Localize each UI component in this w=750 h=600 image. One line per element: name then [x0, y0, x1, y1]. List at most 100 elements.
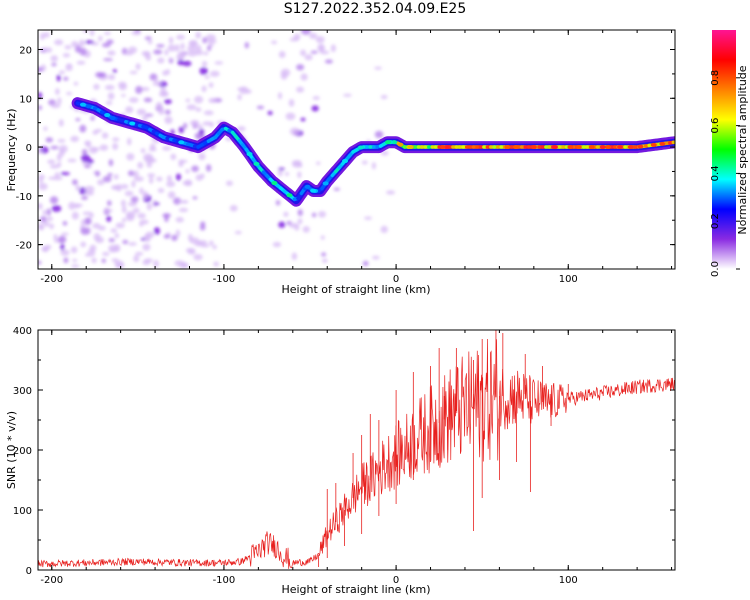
ridge-knot [129, 121, 136, 126]
noise-blob [237, 126, 246, 132]
spectrogram-noise [38, 30, 396, 269]
noise-blob [207, 39, 217, 44]
ridge-knot [637, 144, 644, 149]
noise-blob [49, 223, 55, 230]
colorbar-label: Normalized spectral amplitude [736, 65, 749, 234]
noise-blob [192, 196, 198, 200]
noise-blob [102, 175, 112, 183]
noise-blob [271, 40, 278, 45]
noise-blob [58, 70, 66, 75]
noise-blob [193, 253, 203, 261]
noise-blob [134, 30, 141, 33]
figure-title: S127.2022.352.04.09.E25 [283, 1, 467, 17]
noise-blob [158, 108, 165, 115]
noise-blob [153, 78, 159, 84]
noise-blob [106, 215, 112, 222]
colorbar-tick-label: 0.6 [710, 118, 721, 134]
noise-blob [187, 45, 197, 52]
noise-blob [278, 221, 286, 228]
noise-blob [162, 146, 172, 151]
noise-blob [195, 50, 204, 56]
ridge-knot [575, 145, 582, 150]
noise-blob [178, 126, 185, 134]
noise-blob [112, 137, 120, 142]
noise-blob [324, 59, 333, 64]
noise-blob [236, 87, 247, 91]
noise-blob [75, 117, 81, 122]
noise-blob [289, 37, 299, 42]
noise-blob [41, 246, 48, 252]
noise-blob [66, 91, 73, 96]
noise-blob [302, 226, 310, 233]
noise-blob [285, 112, 296, 121]
colorbar: 0.0 0.2 0.4 0.6 0.8 Normalized spectral ampl… [710, 30, 749, 277]
spectrogram-ylabel: Frequency (Hz) [5, 109, 18, 192]
noise-blob [135, 251, 144, 256]
ridge-knot [246, 152, 253, 157]
colorbar-tick-label: 0.0 [710, 261, 721, 277]
noise-blob [199, 67, 208, 75]
noise-blob [50, 55, 58, 62]
noise-blob [45, 47, 53, 53]
noise-blob [149, 143, 156, 151]
noise-blob [107, 92, 115, 100]
ridge-knot [617, 145, 624, 150]
noise-blob [120, 184, 129, 190]
noise-blob [145, 55, 152, 61]
noise-blob [156, 44, 165, 48]
ridge-knot [397, 142, 404, 147]
noise-blob [194, 95, 204, 104]
noise-blob [63, 257, 69, 264]
noise-blob [291, 252, 298, 261]
noise-blob [311, 212, 317, 218]
noise-blob [139, 222, 144, 227]
noise-blob [104, 84, 115, 90]
noise-blob [330, 44, 336, 53]
noise-blob [194, 240, 204, 247]
noise-blob [209, 70, 220, 77]
noise-blob [125, 211, 136, 219]
ridge-knot [407, 145, 414, 150]
snr-plot-area [38, 330, 675, 570]
noise-blob [108, 238, 115, 243]
snr-y-tick-label: 400 [13, 326, 32, 337]
noise-blob [157, 187, 165, 194]
spectrogram-x-tick-label: 100 [559, 274, 578, 285]
noise-blob [79, 47, 87, 56]
spectrogram-y-axis: -20 -10 0 10 20 [16, 46, 675, 270]
noise-blob [213, 261, 219, 267]
noise-blob [288, 99, 295, 107]
noise-blob [275, 199, 281, 206]
noise-blob [164, 99, 172, 105]
noise-blob [153, 260, 159, 268]
noise-blob [380, 94, 388, 100]
ridge-knot [304, 184, 311, 189]
spectrogram-xlabel: Height of straight line (km) [281, 283, 430, 296]
noise-blob [141, 115, 148, 122]
snr-x-tick-label: 100 [559, 575, 578, 586]
noise-blob [284, 171, 290, 177]
noise-blob [126, 137, 132, 146]
colorbar-gradient [712, 30, 736, 269]
noise-blob [361, 160, 368, 165]
noise-blob [166, 181, 176, 188]
noise-blob [50, 103, 61, 109]
ridge-knot [342, 159, 349, 164]
noise-blob [38, 67, 44, 73]
spectrogram-y-tick-label: 20 [19, 46, 32, 57]
noise-blob [42, 209, 47, 216]
ridge-knot [384, 140, 391, 145]
noise-blob [297, 218, 303, 225]
noise-blob [38, 92, 43, 99]
noise-blob [127, 201, 138, 207]
noise-blob [185, 168, 190, 174]
noise-blob [132, 170, 139, 178]
noise-blob [144, 113, 154, 117]
noise-blob [167, 44, 176, 52]
noise-blob [297, 171, 302, 179]
noise-blob [203, 51, 209, 56]
noise-blob [297, 209, 303, 217]
noise-blob [208, 97, 217, 104]
noise-blob [54, 172, 60, 178]
noise-blob [57, 138, 66, 143]
